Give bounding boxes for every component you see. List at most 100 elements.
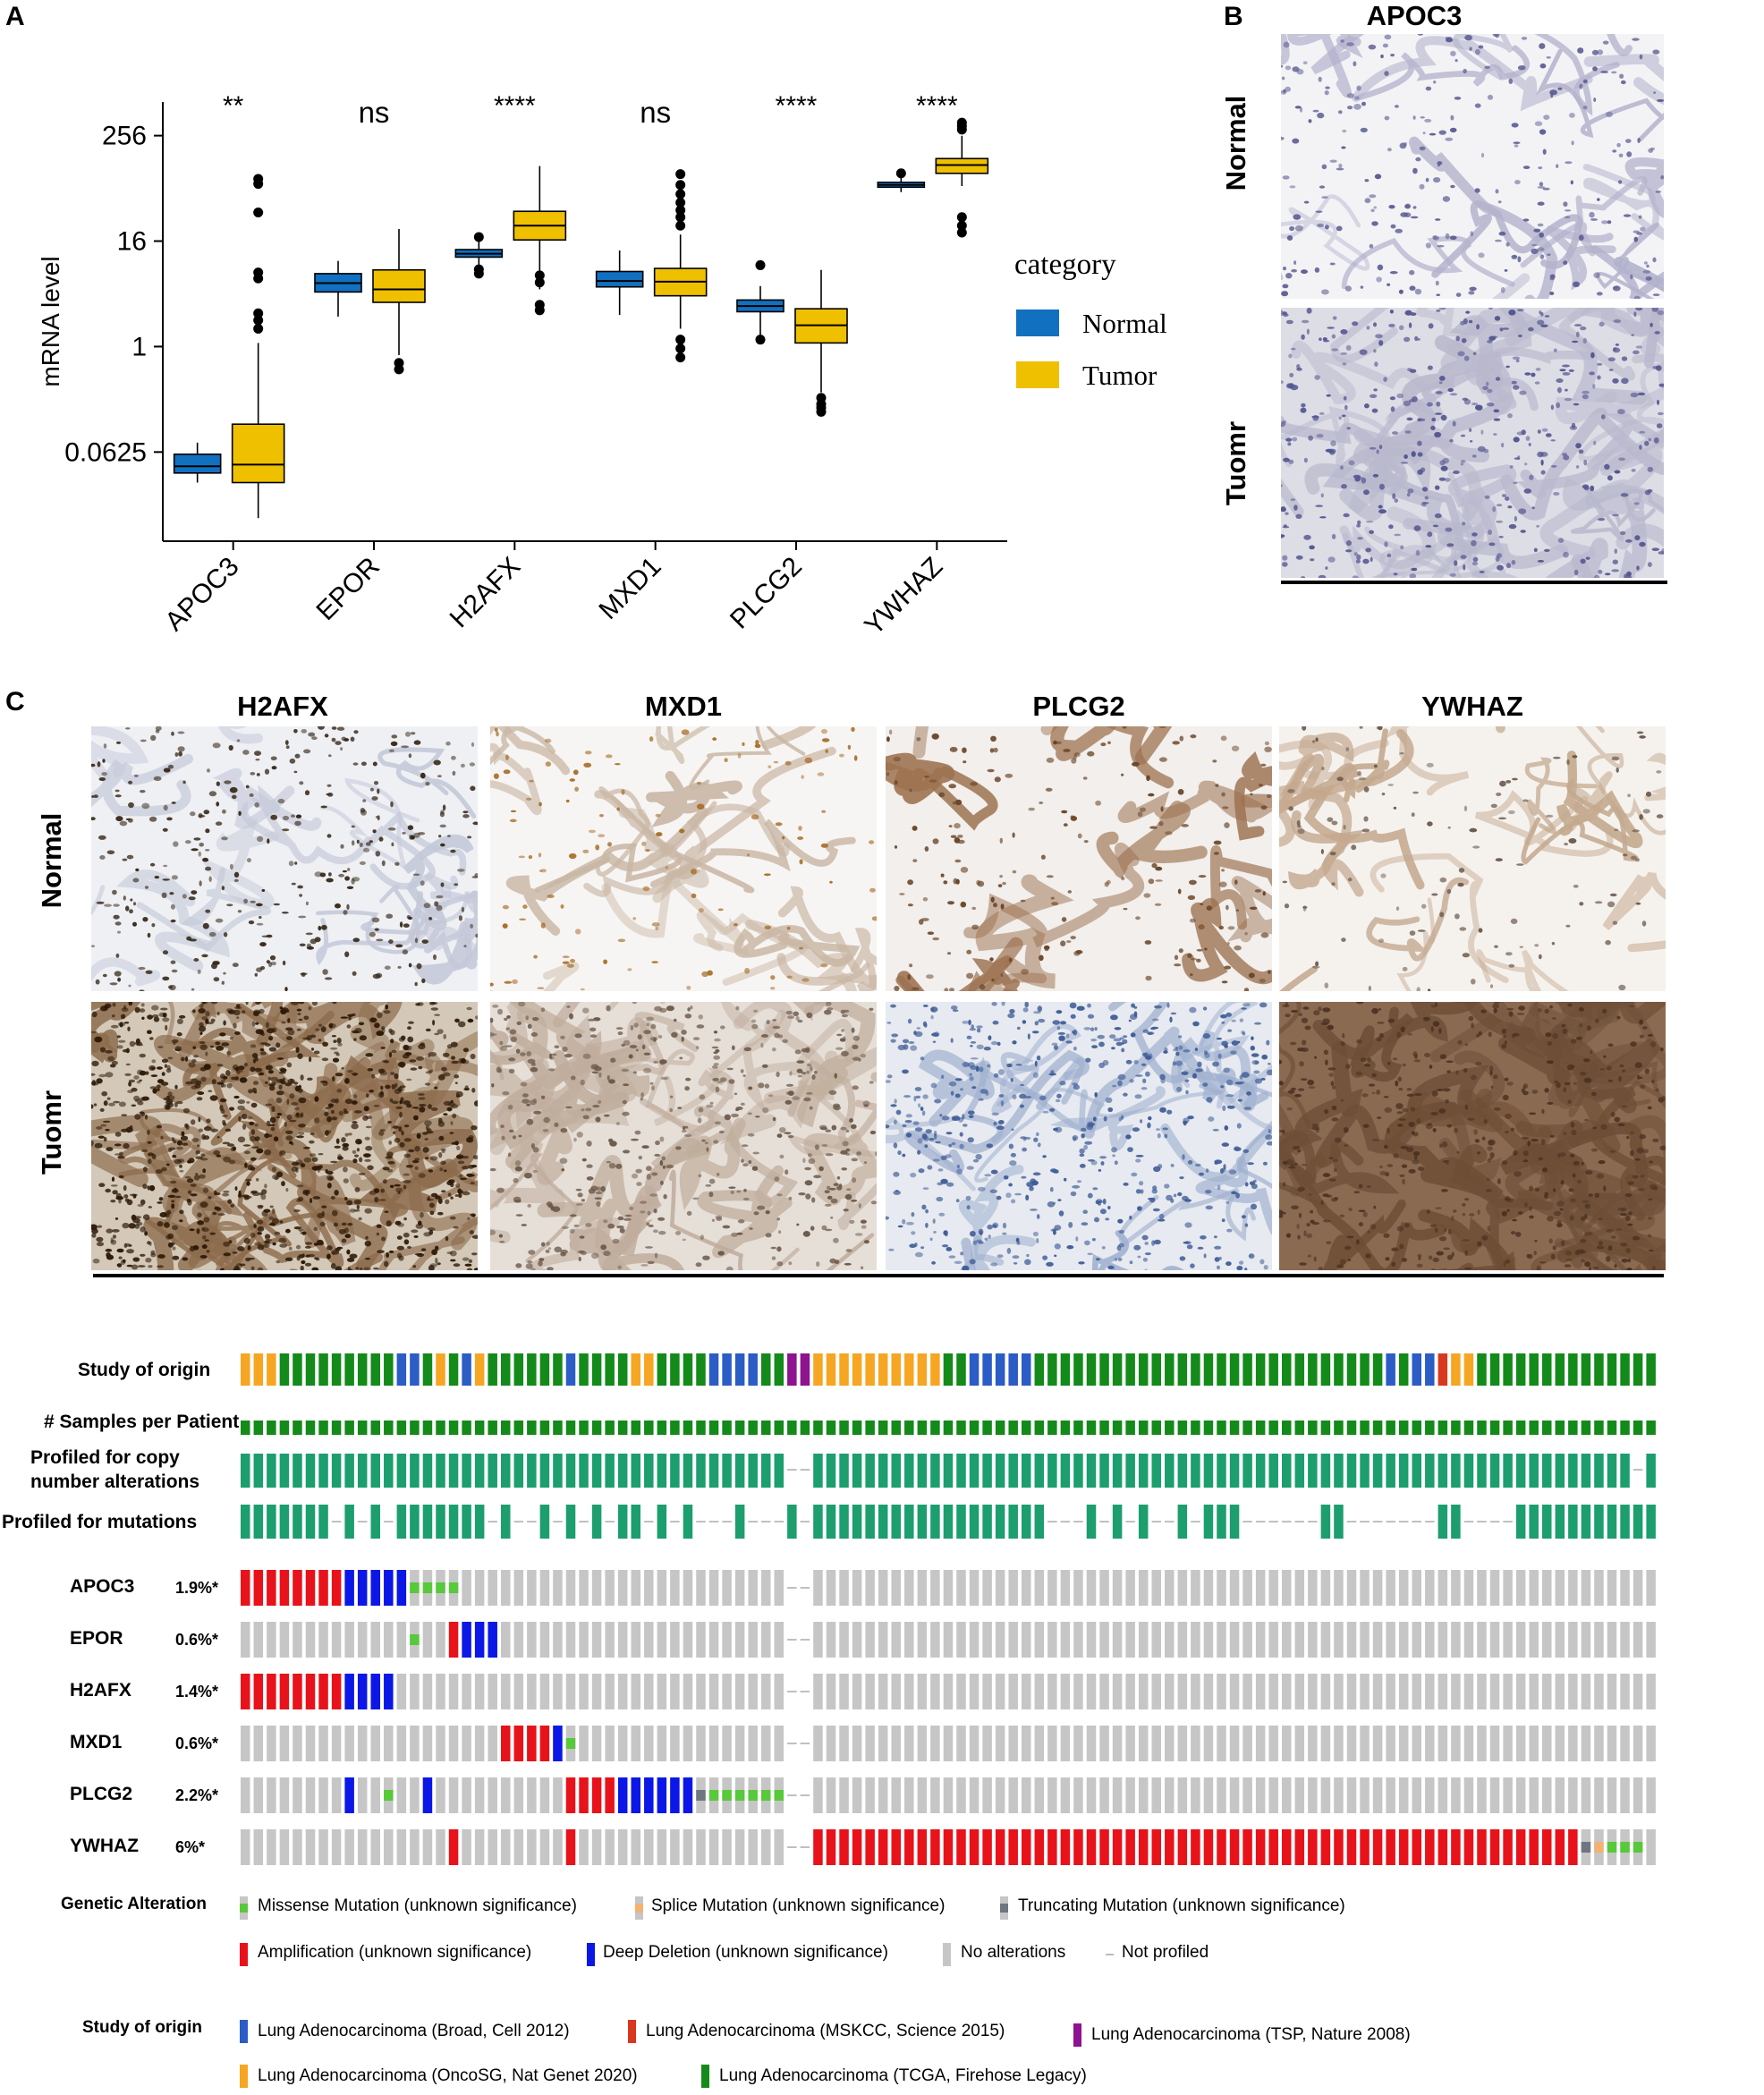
no-alteration-cell (1646, 1622, 1656, 1658)
no-alteration-cell (761, 1674, 771, 1709)
no-alteration-cell (722, 1674, 732, 1709)
no-alteration-cell (474, 1726, 485, 1761)
no-alteration-cell (956, 1726, 966, 1761)
box-h2afx-tumor (513, 165, 567, 316)
no-alteration-cell (956, 1674, 966, 1709)
study-cell (579, 1353, 589, 1386)
legend-truncating-text: Truncating Mutation (unknown significanc… (1018, 1896, 1345, 1915)
cna-cell (1138, 1454, 1149, 1488)
no-alteration-cell (1386, 1674, 1395, 1709)
no-alteration-cell (579, 1674, 589, 1709)
cna-cell (1008, 1454, 1018, 1488)
mutation-mark (565, 1738, 576, 1749)
legend-none-text: No alterations (961, 1943, 1066, 1962)
mut-cell (1542, 1505, 1552, 1539)
no-alteration-cell (384, 1829, 394, 1865)
amplification-cell (1542, 1829, 1552, 1865)
no-alteration-cell (527, 1777, 537, 1813)
cna-cell (1125, 1454, 1135, 1488)
no-alteration-cell (605, 1674, 615, 1709)
no-alteration-cell (1165, 1622, 1175, 1658)
mut-cell (370, 1505, 380, 1539)
study-cell (1620, 1353, 1630, 1386)
no-alteration-cell (878, 1570, 888, 1606)
no-alteration-cell (670, 1726, 680, 1761)
no-alteration-cell (1086, 1622, 1097, 1658)
no-alteration-cell (305, 1622, 316, 1658)
no-alteration-cell (501, 1570, 511, 1606)
no-alteration-cell (1138, 1674, 1149, 1709)
mutation-mark (722, 1790, 732, 1801)
amplification-cell (253, 1570, 264, 1606)
no-alteration-cell (930, 1777, 940, 1813)
cna-cell (1242, 1454, 1252, 1488)
legend-tcga-swatch (701, 2065, 709, 2088)
no-alteration-cell (1268, 1726, 1278, 1761)
mut-cell (813, 1505, 823, 1539)
cna-cell (748, 1454, 758, 1488)
outlier-point (253, 207, 264, 217)
study-cell (410, 1353, 420, 1386)
study-cell (1477, 1353, 1487, 1386)
no-alteration-cell (241, 1777, 250, 1813)
no-alteration-cell (253, 1622, 264, 1658)
mut-cell (1515, 1505, 1526, 1539)
no-alteration-cell (1451, 1777, 1461, 1813)
cna-cell (617, 1454, 628, 1488)
study-cell (617, 1353, 628, 1386)
no-alteration-cell (1112, 1726, 1123, 1761)
legend-amp-swatch (240, 1943, 248, 1966)
no-alteration-cell (462, 1829, 471, 1865)
mut-cell (683, 1505, 693, 1539)
mut-cell (1177, 1505, 1188, 1539)
amplification-cell (1282, 1829, 1292, 1865)
study-cell (565, 1353, 576, 1386)
outlier-point (253, 323, 264, 334)
no-alteration-cell (982, 1570, 992, 1606)
no-alteration-cell (813, 1726, 823, 1761)
amplification-cell (267, 1674, 276, 1709)
outlier-point (675, 205, 686, 216)
no-alteration-cell (865, 1726, 875, 1761)
mut-cell (344, 1505, 354, 1539)
no-alteration-cell (826, 1622, 836, 1658)
study-cell (293, 1353, 302, 1386)
no-alteration-cell (591, 1570, 602, 1606)
no-alteration-cell (774, 1726, 784, 1761)
mut-cell (995, 1505, 1005, 1539)
study-cell (891, 1353, 901, 1386)
no-alteration-cell (1282, 1777, 1292, 1813)
study-cell (943, 1353, 954, 1386)
samples-cell (565, 1421, 576, 1435)
no-alteration-cell (1346, 1726, 1357, 1761)
study-cell (1568, 1353, 1578, 1386)
amplification-cell (1112, 1829, 1123, 1865)
cna-cell (1308, 1454, 1318, 1488)
study-cell (1099, 1353, 1109, 1386)
amplification-cell (878, 1829, 888, 1865)
samples-cell (318, 1421, 328, 1435)
box-epor-tumor (372, 228, 426, 375)
no-alteration-cell (683, 1570, 693, 1606)
no-alteration-cell (865, 1622, 875, 1658)
no-alteration-cell (1346, 1622, 1357, 1658)
ywhaz-normal-tissue-image (1279, 726, 1666, 991)
no-alteration-cell (1489, 1777, 1500, 1813)
mut-cell (591, 1505, 602, 1539)
no-alteration-cell (267, 1726, 276, 1761)
no-alteration-cell (1633, 1570, 1643, 1606)
cna-cell (1437, 1454, 1448, 1488)
samples-cell (969, 1421, 980, 1435)
no-alteration-cell (1620, 1777, 1630, 1813)
samples-cell (539, 1421, 550, 1435)
no-alteration-cell (448, 1777, 459, 1813)
no-alteration-cell (1086, 1674, 1097, 1709)
legend-notprof-text: Not profiled (1122, 1943, 1209, 1962)
study-cell (318, 1353, 328, 1386)
no-alteration-cell (696, 1570, 706, 1606)
samples-cell (748, 1421, 758, 1435)
outlier-point (473, 232, 484, 242)
study-cell (1203, 1353, 1214, 1386)
no-alteration-cell (930, 1674, 940, 1709)
no-alteration-cell (1112, 1777, 1123, 1813)
